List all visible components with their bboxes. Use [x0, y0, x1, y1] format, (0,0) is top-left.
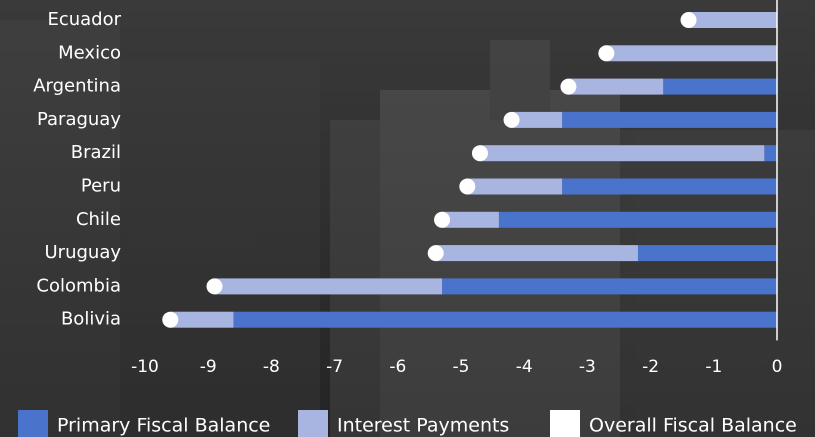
- legend-label: Interest Payments: [337, 415, 509, 437]
- bar-segment: [233, 312, 777, 328]
- legend-label: Primary Fiscal Balance: [57, 415, 270, 437]
- bar-segment: [562, 179, 777, 195]
- x-tick-label: 0: [772, 357, 783, 377]
- dot: [681, 12, 697, 28]
- x-tick-label: -2: [642, 357, 659, 377]
- dot: [428, 245, 444, 261]
- dot: [504, 112, 520, 128]
- category-label: Peru: [81, 176, 121, 197]
- x-tick-label: -3: [579, 357, 596, 377]
- category-label: Colombia: [36, 275, 121, 296]
- category-label: Paraguay: [37, 109, 121, 130]
- bar-segment: [689, 12, 777, 28]
- category-label: Bolivia: [61, 309, 121, 330]
- category-label: Argentina: [33, 76, 121, 97]
- dot: [434, 212, 450, 228]
- bar-segment: [170, 312, 233, 328]
- bar-segment: [638, 245, 777, 261]
- dot: [207, 278, 223, 294]
- legend-swatch: [550, 410, 580, 437]
- x-tick-label: -4: [516, 357, 533, 377]
- bar-segment: [562, 112, 777, 128]
- legend: Primary Fiscal Balance Interest Payments O…: [18, 410, 797, 437]
- category-label: Ecuador: [47, 9, 121, 30]
- category-label: Mexico: [58, 42, 121, 63]
- x-tick-label: -5: [453, 357, 470, 377]
- legend-swatch: [298, 410, 328, 437]
- dot: [459, 179, 475, 195]
- bar-segment: [499, 212, 777, 228]
- page: {"chart_data": {"type": "stacked-bar-dot…: [0, 0, 815, 437]
- dot: [472, 145, 488, 161]
- dot: [560, 79, 576, 95]
- bar-segment: [764, 145, 777, 161]
- dot: [598, 45, 614, 61]
- chart: Ecuador Mexico Argentina Paraguay Brazil Peru…: [0, 0, 815, 437]
- dot: [162, 312, 178, 328]
- bar-segment: [568, 79, 663, 95]
- category-label: Chile: [76, 209, 121, 230]
- bar-segment: [442, 212, 499, 228]
- bar-segment: [215, 278, 443, 294]
- bar-segment: [436, 245, 638, 261]
- x-tick-label: -8: [263, 357, 280, 377]
- bar-segment: [606, 45, 777, 61]
- x-tick-label: -6: [389, 357, 406, 377]
- category-label: Uruguay: [45, 242, 122, 263]
- bar-segment: [442, 278, 777, 294]
- legend-label: Overall Fiscal Balance: [589, 415, 797, 437]
- x-tick-label: -1: [705, 357, 722, 377]
- category-label: Brazil: [71, 142, 121, 163]
- legend-swatch: [18, 410, 48, 437]
- x-tick-label: -9: [200, 357, 217, 377]
- x-tick-label: -10: [131, 357, 159, 377]
- bar-segment: [663, 79, 777, 95]
- x-tick-label: -7: [326, 357, 343, 377]
- bar-segment: [467, 179, 562, 195]
- bar-segment: [480, 145, 764, 161]
